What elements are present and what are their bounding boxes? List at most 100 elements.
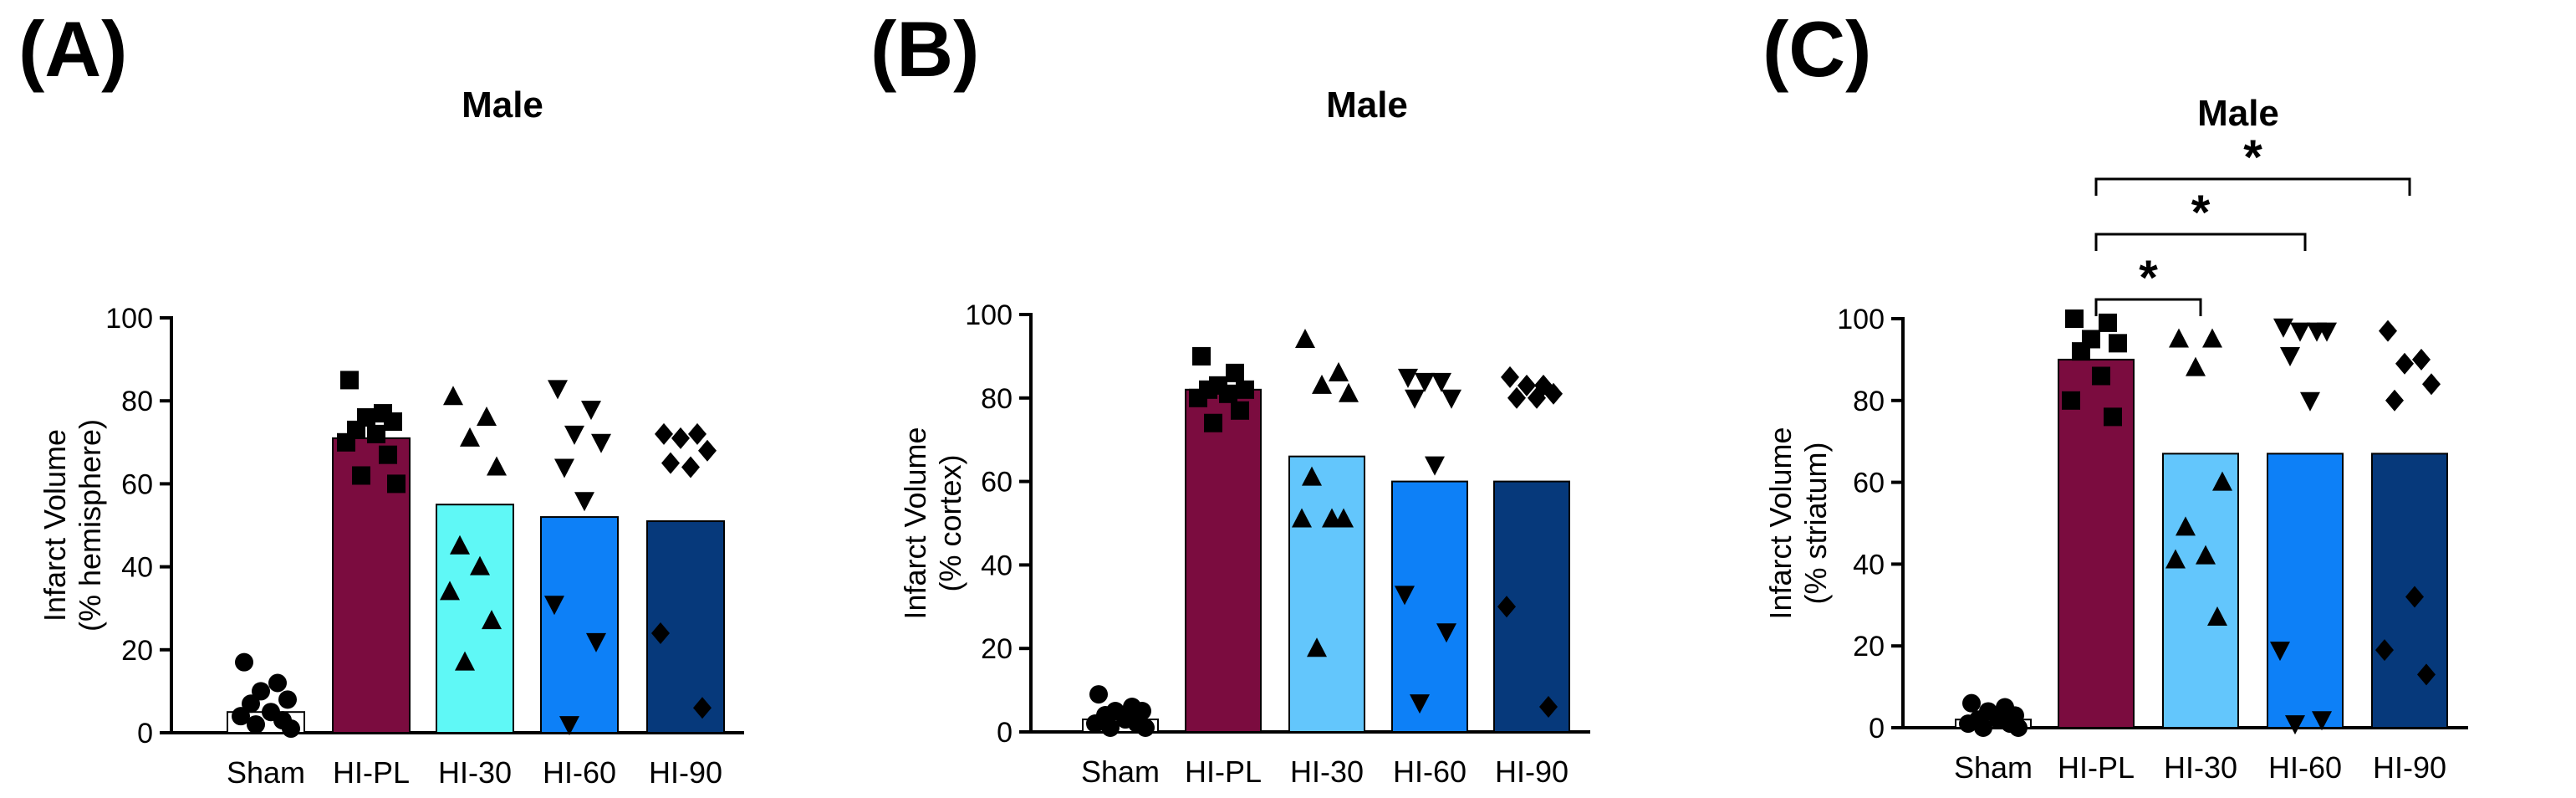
data-point [1405, 389, 1425, 409]
data-point [1231, 401, 1249, 420]
data-point [581, 401, 601, 421]
data-point [2280, 347, 2300, 367]
data-point [252, 682, 270, 701]
data-point [384, 412, 402, 431]
bar [1185, 388, 1262, 733]
data-point [1431, 372, 1451, 392]
data-point [1189, 388, 1207, 407]
data-point [2395, 352, 2414, 375]
data-point [242, 694, 260, 714]
data-point [544, 596, 564, 616]
data-point [487, 456, 507, 476]
data-point [591, 433, 611, 453]
data-point [235, 652, 253, 672]
data-point [1339, 382, 1359, 402]
x-tick-label: HI-PL [333, 755, 410, 790]
x-tick-label: Sham [1081, 755, 1160, 789]
y-tick-label: 100 [105, 303, 153, 335]
panel-c: (C) Male 0 20 40 60 80 100 Infarct Volume(% st… [1717, 0, 2576, 798]
data-point [1312, 374, 1332, 394]
significance-bracket [2094, 233, 2307, 251]
x-tick-label: HI-90 [2373, 750, 2446, 785]
x-tick-label: HI-60 [1393, 755, 1467, 789]
y-tick-label: 0 [1869, 713, 1885, 744]
data-point [2186, 356, 2206, 376]
x-tick-label: HI-60 [2268, 750, 2342, 785]
y-tick-label: 60 [121, 468, 153, 500]
data-point [268, 673, 287, 693]
data-point [2379, 320, 2397, 342]
data-point [2273, 318, 2293, 338]
data-point [470, 555, 490, 575]
data-point [450, 535, 470, 555]
y-axis-label: Infarct Volume(% cortex) [898, 427, 967, 619]
y-axis-label-line: Infarct Volume [898, 427, 932, 619]
chart-svg: 0 20 40 60 80 100 Infarct Volume(% striatum) Sh… [1763, 130, 2468, 785]
bar [1288, 455, 1365, 733]
data-point [2065, 309, 2084, 328]
data-point [671, 427, 690, 449]
bar [2267, 453, 2344, 729]
data-point [1415, 372, 1435, 392]
y-tick-label: 60 [981, 467, 1013, 499]
data-point [2207, 606, 2227, 626]
data-point [1302, 466, 1322, 486]
data-point [2317, 322, 2337, 342]
y-axis-label-line: (% striatum) [1798, 442, 1833, 604]
data-point [337, 432, 355, 452]
data-point [1086, 714, 1104, 734]
bar [436, 504, 514, 734]
x-tick-label: HI-60 [543, 755, 616, 790]
y-axis-label: Infarct Volume(% hemisphere) [38, 419, 107, 632]
y-tick-label: 60 [1853, 468, 1885, 499]
data-point [1226, 363, 1244, 382]
x-tick-label: HI-30 [1290, 755, 1364, 789]
data-point [1441, 389, 1461, 409]
data-point [1501, 366, 1519, 388]
bar [1391, 480, 1468, 733]
data-point [482, 610, 502, 630]
y-tick-label: 20 [121, 635, 153, 667]
data-point [282, 719, 300, 739]
data-point [2385, 389, 2404, 412]
panel-label: (B) [870, 5, 980, 93]
x-tick-label: Sham [1954, 750, 2033, 785]
data-point [1136, 719, 1155, 738]
points-group [1959, 309, 2441, 737]
data-point [1507, 386, 1526, 409]
data-point [1329, 361, 1349, 381]
data-point [455, 651, 475, 671]
data-point [2312, 711, 2332, 731]
chart-svg: 0 20 40 60 80 100 Infarct Volume(% cortex) Sham… [898, 299, 1590, 789]
data-point [2009, 719, 2028, 737]
data-point [1959, 714, 1977, 734]
points-group [1086, 328, 1563, 738]
significance-bracket [2094, 177, 2411, 196]
data-point [2285, 715, 2305, 735]
y-tick-label: 40 [1853, 549, 1885, 581]
data-point [278, 690, 297, 709]
significance-marker: * [2243, 130, 2262, 185]
data-point [2099, 313, 2117, 332]
data-point [1192, 346, 1211, 366]
chart-title: Male [1326, 84, 1408, 125]
x-tick-label: HI-30 [438, 755, 512, 790]
data-point [443, 386, 463, 406]
data-point [1398, 368, 1418, 388]
data-point [1962, 693, 1981, 713]
x-tick-label: HI-PL [2058, 750, 2135, 785]
data-point [688, 422, 706, 445]
data-point [352, 466, 370, 485]
data-point [574, 492, 594, 512]
data-point [1101, 719, 1120, 738]
chart-title: Male [2197, 93, 2279, 134]
y-axis-label: Infarct Volume(% striatum) [1763, 427, 1833, 619]
y-tick-label: 20 [1853, 631, 1885, 662]
bar [2058, 358, 2135, 729]
bar [2371, 453, 2448, 729]
data-point [1539, 696, 1558, 719]
data-point [2202, 328, 2222, 348]
data-point [2062, 391, 2080, 410]
data-point [2165, 549, 2186, 569]
y-tick-label: 80 [1853, 386, 1885, 417]
